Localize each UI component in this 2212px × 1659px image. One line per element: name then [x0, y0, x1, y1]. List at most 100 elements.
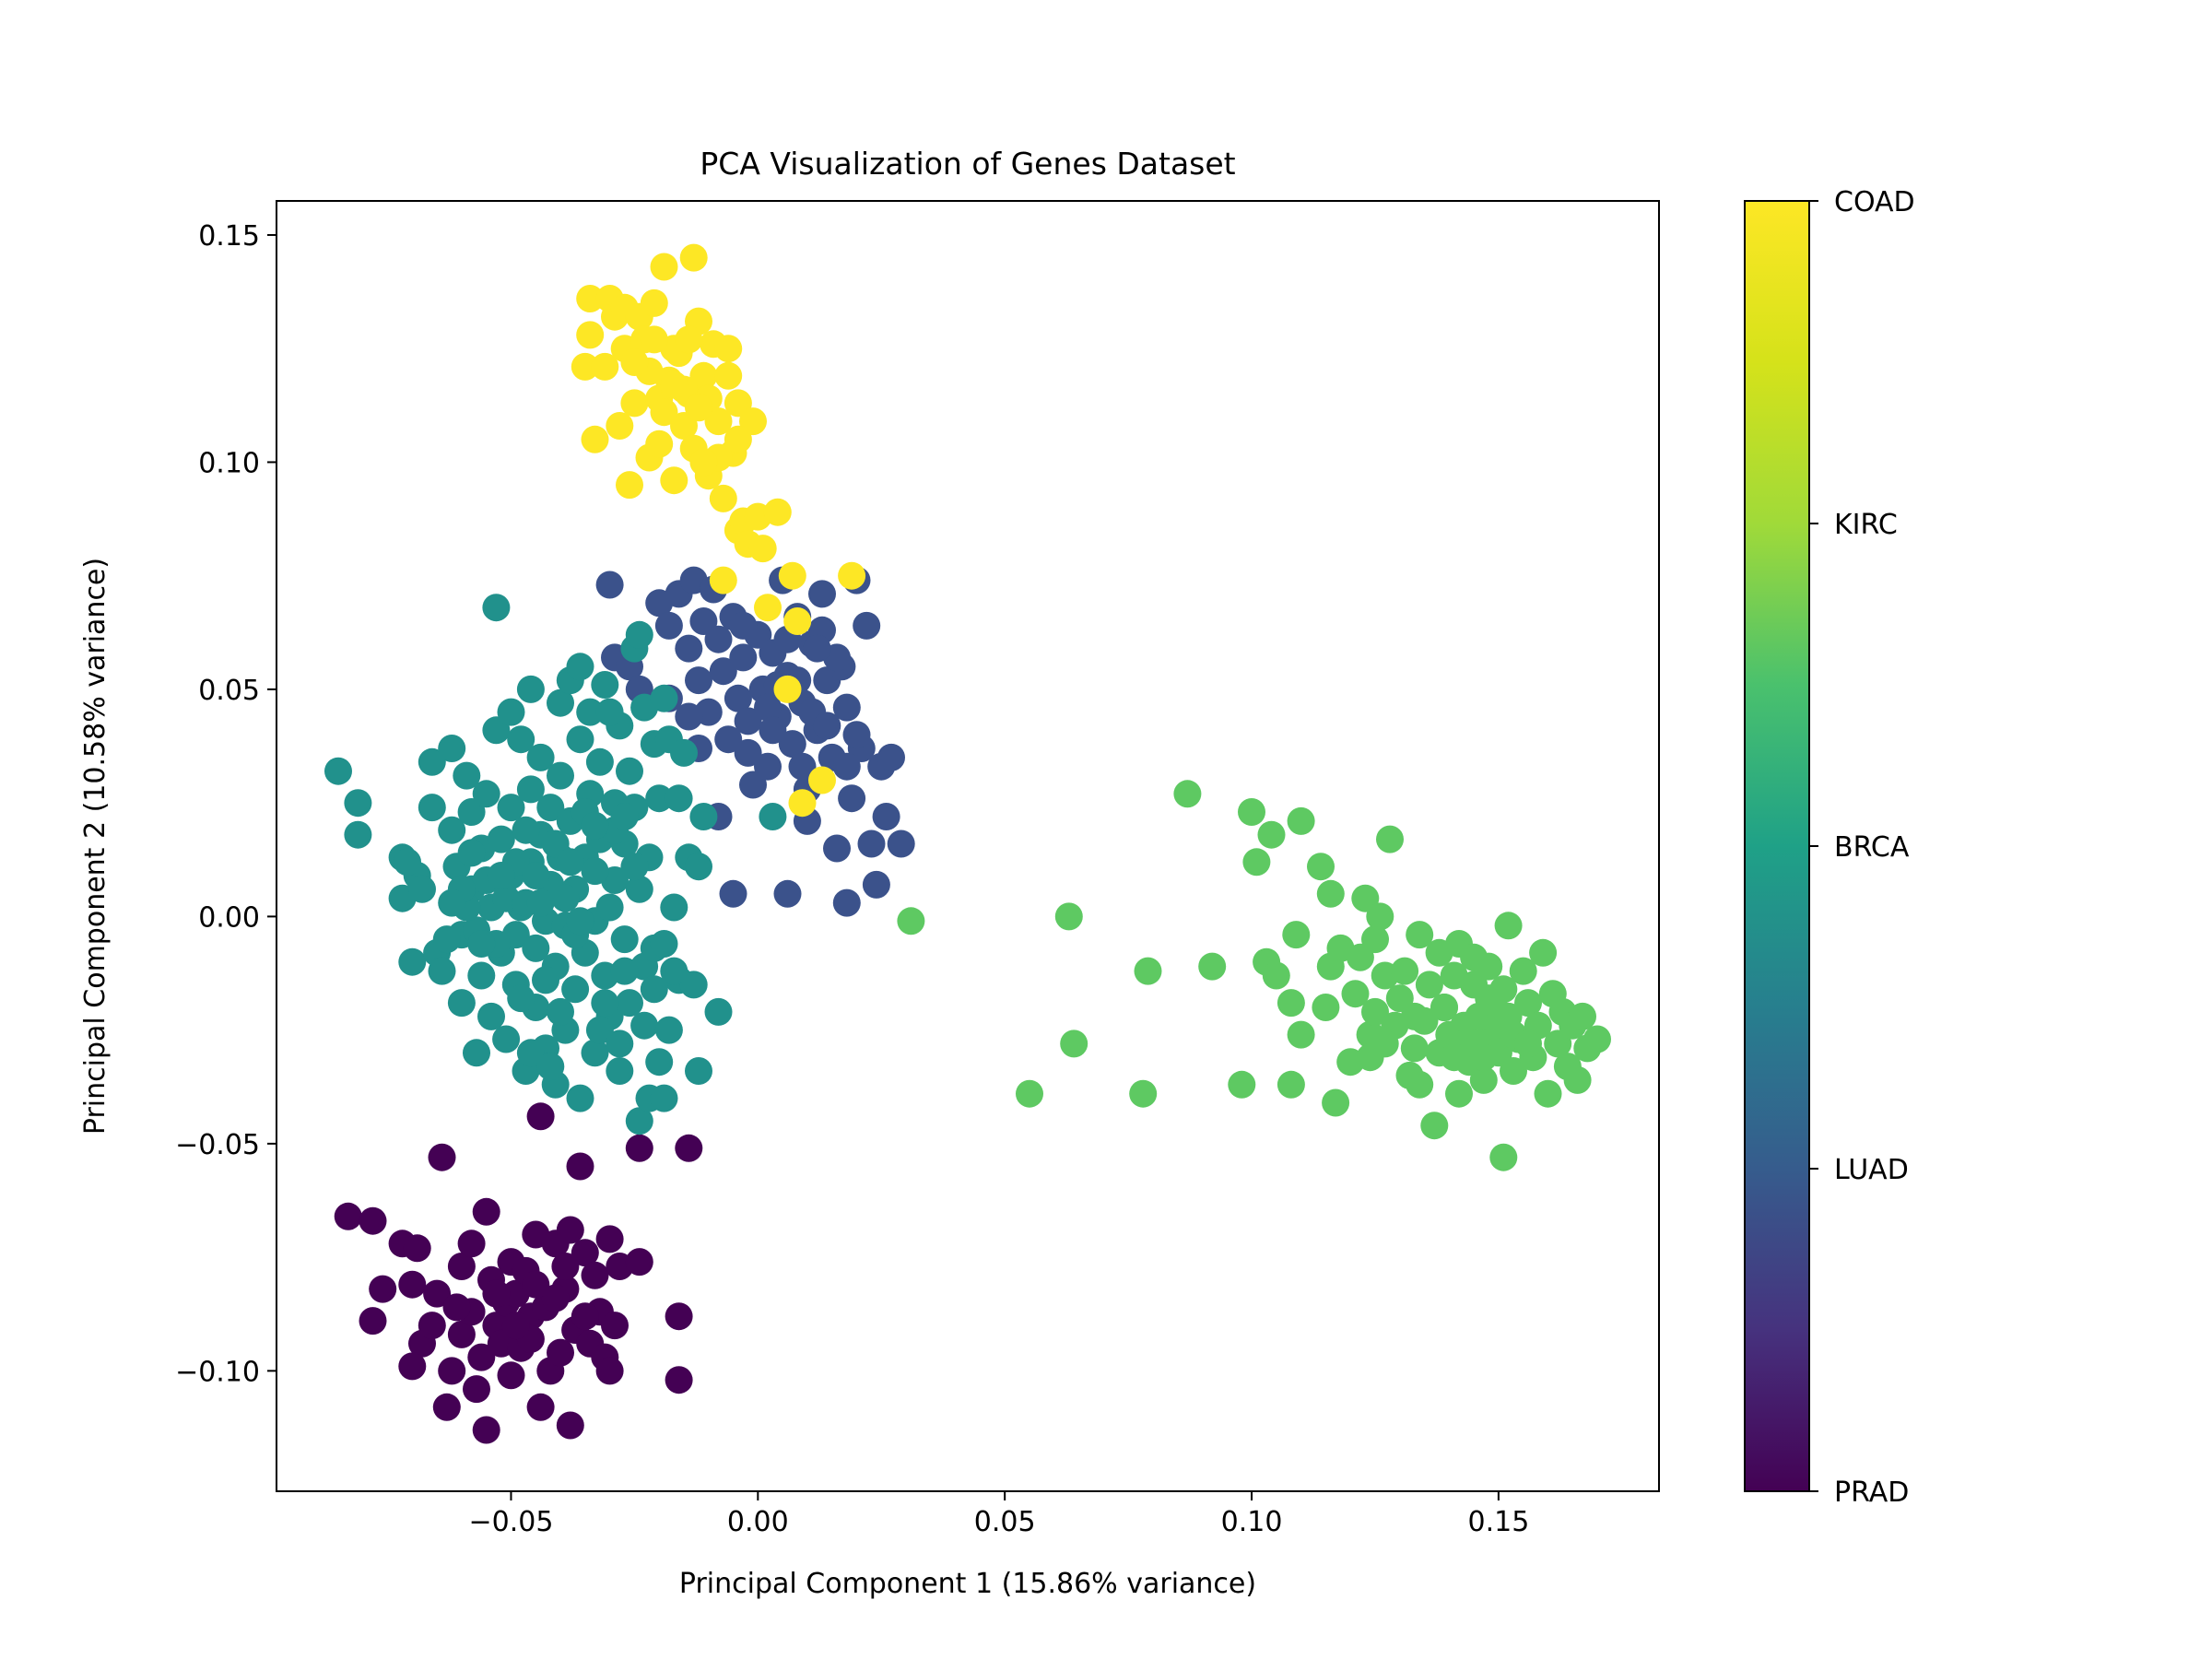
- data-point: [438, 888, 466, 917]
- data-point: [709, 566, 737, 594]
- data-point: [832, 752, 861, 781]
- data-point: [1277, 989, 1305, 1018]
- data-point: [547, 997, 574, 1026]
- data-point: [359, 1206, 387, 1235]
- data-point: [645, 1048, 674, 1077]
- data-point: [625, 875, 653, 903]
- data-point: [679, 971, 708, 999]
- data-point: [1406, 921, 1434, 949]
- data-point: [640, 975, 668, 1004]
- data-point: [595, 1357, 624, 1385]
- x-tick-label: 0.00: [727, 1506, 789, 1538]
- data-point: [714, 361, 743, 390]
- data-point: [832, 693, 861, 722]
- data-point: [394, 848, 421, 877]
- data-point: [1312, 994, 1340, 1021]
- data-point: [685, 1057, 712, 1085]
- data-point: [748, 535, 777, 563]
- data-point: [606, 1057, 634, 1085]
- data-point: [428, 1143, 456, 1171]
- data-point: [576, 698, 605, 726]
- data-point: [453, 761, 481, 790]
- data-point: [788, 789, 817, 818]
- data-point: [1440, 1043, 1468, 1072]
- data-point: [1509, 957, 1537, 985]
- data-point: [1391, 957, 1419, 985]
- data-point: [650, 684, 678, 712]
- data-point: [447, 1253, 476, 1280]
- data-point: [1316, 879, 1345, 908]
- x-tick-label: 0.15: [1467, 1506, 1529, 1538]
- data-point: [625, 1107, 653, 1135]
- data-point: [625, 1134, 653, 1162]
- data-point: [729, 643, 758, 672]
- data-point: [630, 1011, 659, 1040]
- colorbar-label-luad: LUAD: [1834, 1154, 1909, 1186]
- data-point: [1173, 780, 1202, 808]
- data-point: [1371, 1030, 1399, 1058]
- data-point: [398, 947, 427, 976]
- data-point: [547, 761, 574, 790]
- data-point: [418, 747, 446, 776]
- data-point: [1016, 1079, 1043, 1108]
- data-point: [581, 1039, 609, 1067]
- data-point: [1569, 1002, 1596, 1030]
- data-point: [571, 1239, 599, 1267]
- data-point: [650, 398, 678, 427]
- data-point: [1514, 989, 1542, 1018]
- data-point: [536, 1053, 565, 1081]
- data-point: [566, 1152, 594, 1181]
- data-point: [1400, 1002, 1429, 1030]
- data-point: [482, 594, 511, 622]
- data-point: [714, 335, 743, 363]
- data-point: [595, 1225, 624, 1253]
- data-point: [838, 784, 866, 813]
- data-point: [516, 1039, 545, 1067]
- data-point: [620, 389, 649, 418]
- series-brca: [324, 594, 787, 1135]
- y-tick-label: −0.10: [175, 1356, 260, 1388]
- data-point: [689, 361, 718, 390]
- data-point: [862, 870, 890, 899]
- data-point: [1479, 989, 1508, 1018]
- data-point: [463, 1375, 490, 1404]
- data-point: [428, 957, 456, 985]
- data-point: [497, 698, 525, 726]
- data-point: [512, 816, 540, 844]
- data-point: [872, 803, 900, 830]
- data-point: [650, 930, 678, 958]
- data-point: [551, 884, 580, 912]
- data-point: [1494, 912, 1523, 940]
- data-point: [1534, 1079, 1562, 1108]
- data-point: [1445, 1079, 1473, 1108]
- data-point: [487, 862, 515, 889]
- data-point: [714, 725, 743, 754]
- data-point: [654, 611, 683, 640]
- data-point: [403, 1234, 431, 1263]
- data-point: [423, 1279, 452, 1308]
- data-point: [522, 1270, 550, 1299]
- data-point: [1134, 957, 1162, 985]
- data-point: [522, 934, 550, 962]
- data-point: [359, 1307, 387, 1335]
- data-point: [457, 839, 486, 867]
- data-point: [650, 1084, 678, 1112]
- data-point: [556, 848, 584, 877]
- data-point: [561, 975, 590, 1004]
- data-point: [1282, 921, 1311, 949]
- data-point: [1529, 938, 1558, 967]
- data-point: [670, 738, 698, 767]
- data-point: [803, 634, 831, 663]
- data-point: [595, 698, 624, 726]
- data-point: [610, 925, 639, 954]
- colorbar-gradient: [1744, 200, 1810, 1492]
- data-point: [654, 1016, 683, 1044]
- data-point: [734, 738, 762, 767]
- data-point: [447, 1320, 476, 1348]
- data-point: [1257, 820, 1286, 849]
- x-tick-label: 0.05: [974, 1506, 1036, 1538]
- data-point: [704, 625, 733, 653]
- data-point: [418, 1312, 446, 1340]
- y-tick-label: 0.15: [198, 220, 260, 253]
- y-tick-label: 0.05: [198, 675, 260, 707]
